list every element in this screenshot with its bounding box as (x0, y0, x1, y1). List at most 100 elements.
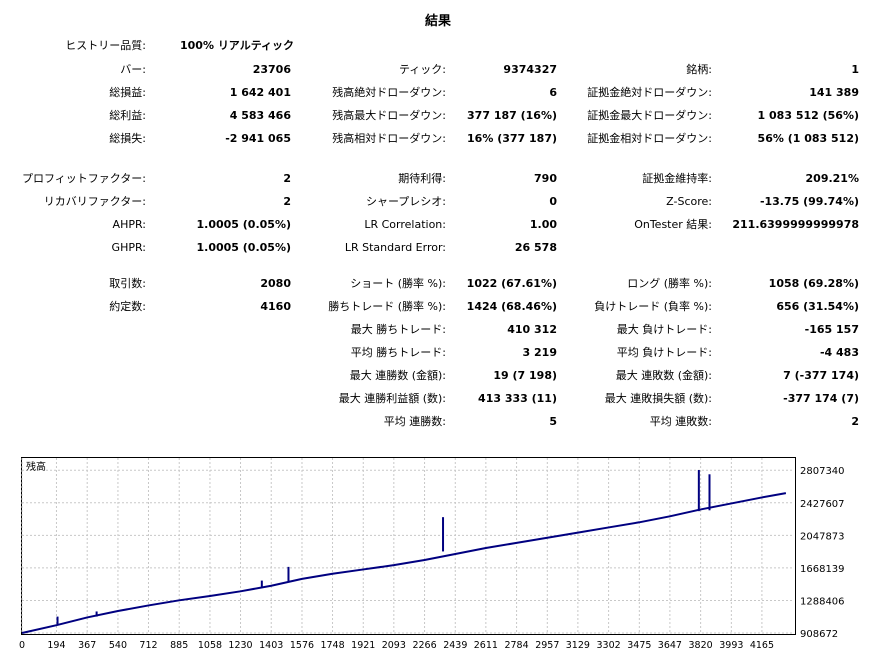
history-quality-row: ヒストリー品質: 100% リアルティック (0, 38, 876, 54)
stat-value: 2080 (260, 277, 291, 290)
stats-row: 総損失: -2 941 065 残高相対ドローダウン: 16% (377 187) 証拠… (0, 131, 876, 147)
stat-label: 最大 負けトレード: (616, 323, 712, 336)
stat-value: 1.00 (529, 218, 557, 231)
stat-value: 1 083 512 (56%) (757, 109, 859, 122)
stat-label: 最大 勝ちトレード: (350, 323, 446, 336)
stats-row: 取引数: 2080 ショート (勝率 %): 1022 (67.61%) ロング (勝率… (0, 276, 876, 292)
x-tick-label: 1921 (351, 640, 375, 651)
stat-value: 9374327 (503, 63, 557, 76)
stat-label: 取引数: (109, 277, 146, 290)
stat-label: 負けトレード (負率 %): (594, 300, 712, 313)
y-tick-label: 2427607 (800, 499, 845, 510)
x-tick-label: 1230 (228, 640, 252, 651)
stat-value: 16% (377 187) (467, 132, 557, 145)
stat-value: 1.0005 (0.05%) (196, 218, 292, 231)
x-tick-label: 2093 (382, 640, 406, 651)
stat-value: -13.75 (99.74%) (759, 195, 859, 208)
stat-value: 209.21% (805, 172, 859, 185)
x-tick-label: 712 (139, 640, 157, 651)
stat-label: 総損益: (109, 86, 146, 99)
stat-label: OnTester 結果: (634, 218, 712, 231)
stat-label: AHPR: (112, 218, 146, 231)
stat-label: 証拠金絶対ドローダウン: (587, 86, 712, 99)
stat-label: 勝ちトレード (勝率 %): (328, 300, 446, 313)
stat-value: 5 (549, 415, 557, 428)
stat-label: ロング (勝率 %): (627, 277, 712, 290)
stat-value: 4160 (260, 300, 291, 313)
stat-label: 最大 連勝数 (金額): (349, 369, 446, 382)
balance-chart-svg: 残高 2807340 2427607 2047873 1668139 1288406 908… (19, 458, 845, 651)
y-tick-label: 2047873 (800, 531, 845, 542)
stat-value: 19 (7 198) (493, 369, 557, 382)
stats-row: プロフィットファクター: 2 期待利得: 790 証拠金維持率: 209.21% (0, 171, 876, 187)
stat-value: 4 583 466 (229, 109, 291, 122)
stat-label: ティック: (398, 63, 446, 76)
stat-value: 56% (1 083 512) (757, 132, 859, 145)
stat-value: 1.0005 (0.05%) (196, 241, 292, 254)
x-tick-label: 2957 (535, 640, 559, 651)
stats-row: 最大 連勝利益額 (数): 413 333 (11) 最大 連敗損失額 (数): -3… (0, 391, 876, 407)
x-tick-label: 2784 (504, 640, 528, 651)
x-tick-label: 1058 (198, 640, 222, 651)
stat-label: ショート (勝率 %): (350, 277, 446, 290)
stat-label: 残高相対ドローダウン: (332, 132, 446, 145)
stat-label: 平均 連勝数: (383, 415, 446, 428)
x-tick-label: 885 (170, 640, 188, 651)
stat-value: 377 187 (16%) (467, 109, 557, 122)
stat-label: 残高最大ドローダウン: (332, 109, 446, 122)
history-quality-value: 100% リアルティック (180, 39, 295, 52)
stats-row: 最大 連勝数 (金額): 19 (7 198) 最大 連敗数 (金額): 7 (-37… (0, 368, 876, 384)
x-tick-label: 3820 (689, 640, 713, 651)
stat-value: 1 (851, 63, 859, 76)
stat-label: 平均 連敗数: (649, 415, 712, 428)
stats-row: 平均 勝ちトレード: 3 219 平均 負けトレード: -4 483 (0, 345, 876, 361)
x-tick-label: 3302 (597, 640, 621, 651)
stats-row: AHPR: 1.0005 (0.05%) LR Correlation: 1.00 On… (0, 217, 876, 233)
stat-value: 1 642 401 (229, 86, 291, 99)
stats-row: バー: 23706 ティック: 9374327 銘柄: 1 (0, 62, 876, 78)
stat-value: 7 (-377 174) (783, 369, 859, 382)
stat-label: 証拠金相対ドローダウン: (587, 132, 712, 145)
stat-value: 1058 (69.28%) (768, 277, 859, 290)
stat-label: バー: (120, 63, 146, 76)
stat-label: 残高絶対ドローダウン: (332, 86, 446, 99)
stats-row: リカバリファクター: 2 シャープレシオ: 0 Z-Score: -13.75 (99.7… (0, 194, 876, 210)
stats-row: GHPR: 1.0005 (0.05%) LR Standard Error: 26 … (0, 240, 876, 256)
stat-value: -2 941 065 (225, 132, 291, 145)
stat-value: -4 483 (819, 346, 859, 359)
stat-label: 証拠金最大ドローダウン: (587, 109, 712, 122)
stats-row: 平均 連勝数: 5 平均 連敗数: 2 (0, 414, 876, 430)
stat-label: Z-Score: (666, 195, 712, 208)
stat-label: リカバリファクター: (43, 195, 146, 208)
x-tick-label: 3647 (658, 640, 682, 651)
stat-label: 銘柄: (686, 63, 712, 76)
x-tick-label: 3475 (627, 640, 651, 651)
stats-row: 約定数: 4160 勝ちトレード (勝率 %): 1424 (68.46%) 負けトレー… (0, 299, 876, 315)
stat-label: GHPR: (111, 241, 146, 254)
stat-label: 証拠金維持率: (642, 172, 712, 185)
stat-label: 総損失: (109, 132, 146, 145)
stats-row: 総利益: 4 583 466 残高最大ドローダウン: 377 187 (16%) 証拠金… (0, 108, 876, 124)
stat-value: 2 (283, 172, 291, 185)
stat-value: 23706 (252, 63, 291, 76)
y-tick-label: 1668139 (800, 564, 845, 575)
y-tick-label: 2807340 (800, 466, 845, 477)
stat-value: 0 (549, 195, 557, 208)
y-tick-label: 908672 (800, 629, 838, 640)
stat-value: 1022 (67.61%) (466, 277, 557, 290)
stat-label: 平均 勝ちトレード: (350, 346, 446, 359)
stat-label: 最大 連敗損失額 (数): (604, 392, 712, 405)
x-tick-label: 2611 (474, 640, 498, 651)
stat-value: 410 312 (507, 323, 557, 336)
x-tick-label: 3993 (719, 640, 743, 651)
stat-value: 2 (283, 195, 291, 208)
x-tick-label: 0 (19, 640, 25, 651)
page-title: 結果 (424, 14, 451, 29)
stat-label: 平均 負けトレード: (616, 346, 712, 359)
x-tick-label: 1748 (320, 640, 344, 651)
x-tick-label: 4165 (750, 640, 774, 651)
stat-label: LR Correlation: (364, 218, 446, 231)
stat-value: 2 (851, 415, 859, 428)
x-tick-label: 1403 (259, 640, 283, 651)
stat-label: シャープレシオ: (365, 195, 446, 208)
